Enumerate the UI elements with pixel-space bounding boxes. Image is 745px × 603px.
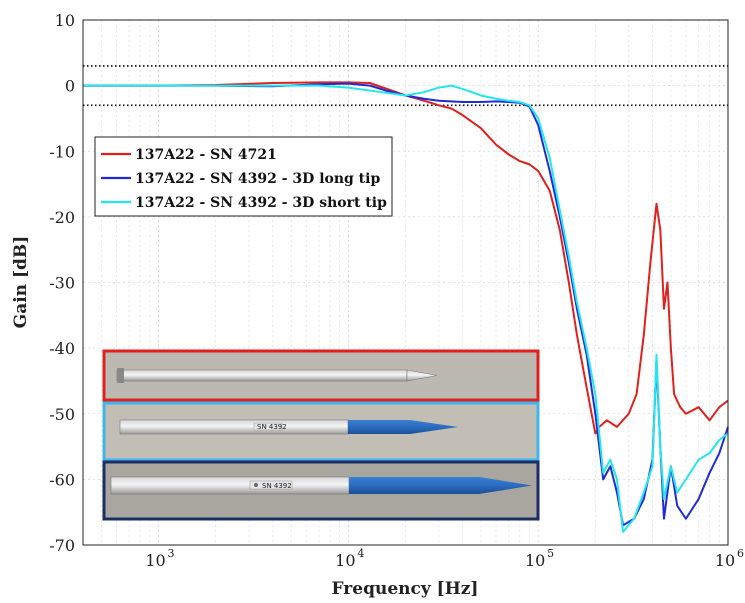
legend: 137A22 - SN 4721 137A22 - SN 4392 - 3D lo… (94, 136, 393, 217)
y-tick-label: -40 (49, 339, 75, 358)
probe-bottom-label: SN 4392 (262, 482, 292, 490)
probe-photo-top (102, 349, 540, 402)
probe-middle-label: SN 4392 (257, 423, 287, 431)
y-tick-label: 0 (65, 77, 75, 96)
x-tick-label: 10 (715, 551, 735, 570)
x-tick-exponent: 3 (168, 547, 175, 560)
series-line-1 (83, 81, 729, 435)
x-tick-exponent: 4 (357, 547, 364, 560)
y-tick-label: -70 (49, 536, 75, 555)
x-tick-exponent: 6 (737, 547, 744, 560)
x-tick-label: 10 (525, 551, 545, 570)
probe-frame-top (102, 349, 540, 402)
legend-label-2: 137A22 - SN 4392 - 3D long tip (135, 171, 380, 187)
probe-frame-middle (102, 401, 540, 462)
y-tick-label: -60 (49, 470, 75, 489)
y-tick-label: 10 (55, 11, 75, 30)
probe-frame-bottom (102, 460, 540, 521)
y-tick-label: -30 (49, 274, 75, 293)
x-tick-exponent: 5 (547, 547, 554, 560)
series-line-3 (83, 84, 729, 533)
probe-photo-bottom: SN 4392 (102, 460, 540, 521)
probe-photo-middle: SN 4392 (102, 401, 540, 462)
series-line-2 (83, 82, 729, 527)
y-tick-label: -50 (49, 405, 75, 424)
x-axis-label: Frequency [Hz] (332, 579, 479, 599)
probe-photo-inset: SN 4392 SN 4392 (102, 349, 540, 521)
series-layer (83, 81, 729, 533)
y-tick-label: -10 (49, 142, 75, 161)
legend-box (94, 136, 393, 217)
legend-label-1: 137A22 - SN 4721 (135, 147, 277, 163)
y-tick-label: -20 (49, 208, 75, 227)
x-tick-label: 10 (335, 551, 355, 570)
reference-lines (83, 65, 728, 107)
y-axis-label: Gain [dB] (11, 236, 31, 329)
x-tick-label: 10 (145, 551, 165, 570)
plot-frame (82, 19, 729, 546)
legend-label-3: 137A22 - SN 4392 - 3D short tip (135, 195, 387, 211)
